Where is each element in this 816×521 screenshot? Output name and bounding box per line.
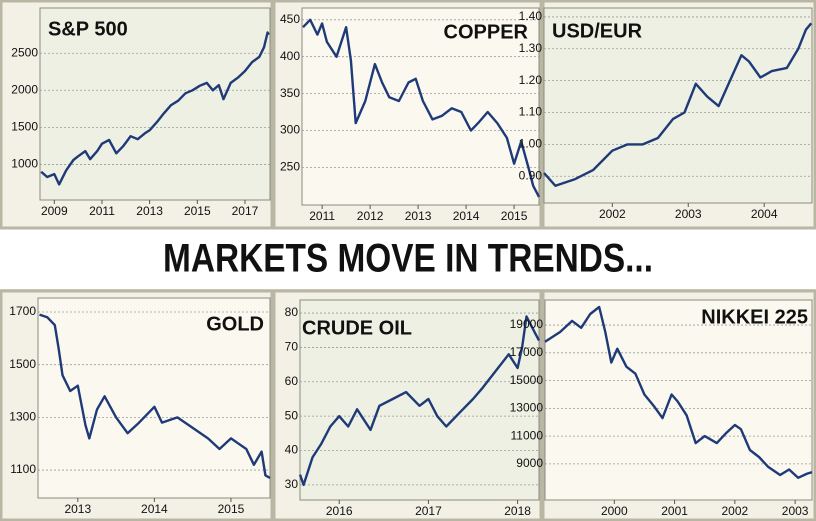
- x-tick-label: 2014: [141, 502, 168, 516]
- y-tick-label: 1100: [10, 462, 36, 476]
- x-tick-label: 2017: [232, 204, 259, 218]
- y-tick-label: 1500: [9, 357, 36, 371]
- x-tick-label: 2004: [751, 207, 778, 221]
- x-tick-label: 2011: [309, 209, 335, 223]
- y-tick-label: 17000: [510, 345, 544, 359]
- x-tick-label: 2011: [89, 204, 115, 218]
- x-tick-label: 2016: [326, 504, 353, 518]
- x-tick-label: 2018: [504, 504, 531, 518]
- y-tick-label: 300: [280, 123, 300, 137]
- x-tick-label: 2002: [722, 504, 749, 518]
- price-line: [39, 313, 271, 480]
- y-tick-label: 50: [285, 408, 299, 422]
- headline-band: [0, 229, 816, 289]
- x-tick-label: 2000: [601, 504, 628, 518]
- y-tick-label: 80: [285, 305, 299, 319]
- y-tick-label: 70: [285, 340, 299, 354]
- y-tick-label: 1700: [9, 304, 36, 318]
- x-tick-label: 2015: [184, 204, 211, 218]
- y-tick-label: 19000: [510, 317, 544, 331]
- price-line: [543, 22, 813, 187]
- y-tick-label: 30: [285, 477, 299, 491]
- x-tick-label: 2013: [136, 204, 163, 218]
- chart-title: CRUDE OIL: [302, 317, 412, 339]
- x-tick-label: 2003: [675, 207, 702, 221]
- x-tick-label: 2015: [218, 502, 245, 516]
- chart-title: GOLD: [206, 313, 264, 335]
- x-tick-label: 2002: [599, 207, 626, 221]
- plot-area: [37, 297, 271, 499]
- y-tick-label: 1.10: [519, 105, 543, 119]
- y-tick-label: 350: [280, 86, 300, 100]
- y-tick-label: 0.90: [519, 168, 543, 182]
- y-tick-label: 2500: [11, 45, 38, 59]
- x-tick-label: 2013: [64, 502, 91, 516]
- x-tick-label: 2014: [453, 209, 480, 223]
- x-tick-label: 2001: [661, 504, 688, 518]
- x-tick-label: 2012: [357, 209, 384, 223]
- chart-title: NIKKEI 225: [701, 306, 808, 328]
- plot-area: [299, 299, 540, 501]
- y-tick-label: 1.30: [519, 41, 543, 55]
- chart-title: COPPER: [444, 21, 529, 43]
- plot-area: [39, 7, 271, 201]
- headline: MARKETS MOVE IN TRENDS...: [163, 237, 653, 281]
- y-tick-label: 1.20: [519, 73, 543, 87]
- x-tick-label: 2017: [415, 504, 442, 518]
- y-tick-label: 400: [280, 49, 300, 63]
- y-tick-label: 1500: [11, 120, 38, 134]
- y-tick-label: 1.40: [519, 9, 543, 23]
- y-tick-label: 2000: [11, 82, 38, 96]
- x-tick-label: 2003: [782, 504, 809, 518]
- y-tick-label: 11000: [511, 428, 544, 442]
- y-tick-label: 60: [285, 374, 299, 388]
- y-tick-label: 13000: [510, 401, 544, 415]
- chart-title: S&P 500: [48, 18, 128, 40]
- y-tick-label: 40: [285, 443, 299, 457]
- y-tick-label: 1.00: [519, 137, 543, 151]
- y-tick-label: 250: [280, 160, 300, 174]
- price-line: [302, 18, 541, 198]
- y-tick-label: 1300: [9, 410, 36, 424]
- y-tick-label: 9000: [516, 456, 543, 470]
- price-line: [298, 315, 541, 487]
- price-line: [40, 31, 270, 186]
- chart-title: USD/EUR: [552, 20, 643, 42]
- x-tick-label: 2009: [41, 204, 68, 218]
- price-line: [544, 305, 813, 479]
- y-tick-label: 450: [280, 12, 300, 26]
- x-tick-label: 2015: [501, 209, 528, 223]
- y-tick-label: 15000: [510, 373, 544, 387]
- x-tick-label: 2013: [405, 209, 432, 223]
- y-tick-label: 1000: [11, 157, 38, 171]
- plot-area: [543, 7, 813, 204]
